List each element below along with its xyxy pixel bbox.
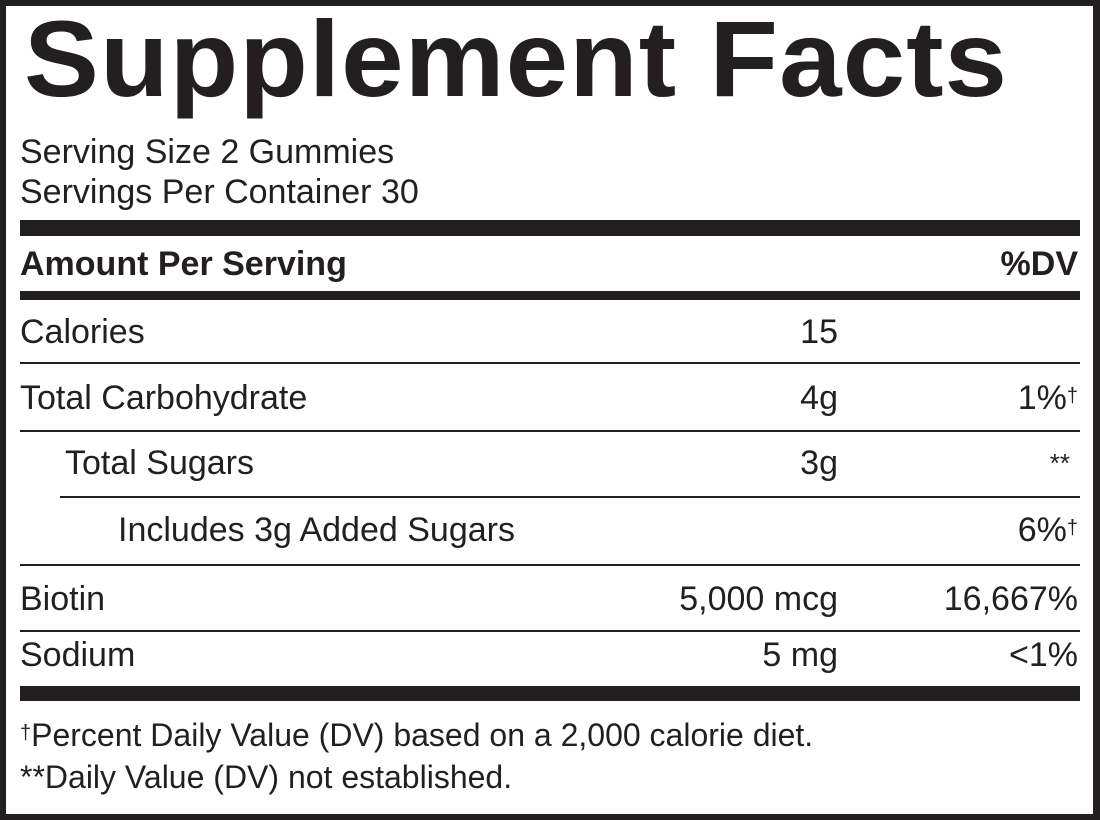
nutrient-dv: ** [1049, 448, 1070, 478]
nutrient-dv: 16,667% [943, 580, 1078, 618]
row-divider [20, 430, 1080, 432]
row-divider [20, 564, 1080, 566]
amount-per-serving-header: Amount Per Serving [20, 245, 347, 283]
footnote-dagger: †Percent Daily Value (DV) based on a 2,0… [20, 717, 814, 753]
nutrient-name: Calories [20, 313, 145, 351]
dv-header: %DV [1000, 245, 1078, 283]
nutrient-name: Sodium [20, 636, 136, 674]
label-title: Supplement Facts [24, 0, 1009, 119]
nutrient-dv: 6%† [1017, 511, 1078, 549]
nutrient-amount: 5 mg [762, 636, 838, 674]
nutrient-name: Total Carbohydrate [20, 379, 308, 417]
row-divider [60, 496, 1080, 498]
nutrient-dv: 1%† [1017, 379, 1078, 417]
footnote-not-established: **Daily Value (DV) not established. [20, 759, 513, 795]
nutrient-name: Includes 3g Added Sugars [118, 511, 515, 549]
servings-per-container: Servings Per Container 30 [20, 173, 419, 211]
nutrient-amount: 15 [800, 313, 838, 351]
dagger-mark: † [1066, 385, 1078, 407]
nutrient-amount: 4g [800, 379, 838, 417]
row-divider [20, 630, 1080, 632]
serving-size: Serving Size 2 Gummies [20, 133, 395, 171]
thick-divider [20, 220, 1080, 236]
nutrient-name: Biotin [20, 580, 106, 618]
nutrient-amount: 5,000 mcg [679, 580, 838, 618]
medium-divider [20, 291, 1080, 300]
dagger-mark: † [1066, 517, 1078, 539]
row-divider [20, 362, 1080, 364]
nutrient-amount: 3g [800, 444, 838, 482]
nutrient-dv: <1% [1009, 636, 1078, 674]
nutrient-name: Total Sugars [65, 444, 254, 482]
thick-divider [20, 686, 1080, 701]
